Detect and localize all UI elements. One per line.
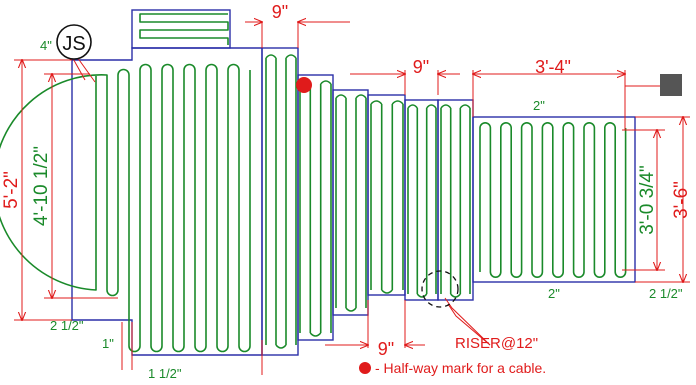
js-badge-label: JS [62, 33, 85, 55]
dim-left-4-10: 4'-10 1/2" [31, 146, 52, 226]
outline-right-room [472, 116, 636, 283]
dim-left-5-2: 5'-2" [1, 171, 22, 209]
spacing-2-half-left: 2 1/2" [50, 318, 84, 333]
outline-strip-1 [261, 47, 299, 356]
half-way-marker [296, 77, 312, 93]
dim-top-9: 9" [272, 2, 288, 22]
riser-label: RISER@12" [455, 335, 538, 352]
outline-strip-6 [437, 99, 474, 301]
cable-middle-strips [265, 54, 471, 349]
cable-right-room [479, 122, 627, 278]
thermostat-box [660, 74, 682, 96]
cable-top-nook [139, 13, 229, 45]
dim-mid-9: 9" [413, 57, 429, 77]
riser-circle [421, 270, 459, 308]
dim-3-4: 3'-4" [535, 57, 571, 77]
dimension-lines [14, 22, 690, 375]
legend-text: - Half-way mark for a cable. [375, 360, 546, 376]
outline-strip-3 [332, 89, 369, 316]
outline-strip-4 [367, 94, 406, 296]
outline-strip-2 [297, 74, 334, 341]
heating-cables [0, 13, 627, 353]
spacing-1in: 1" [102, 336, 114, 351]
spacing-4in: 4" [40, 38, 52, 53]
spacing-2in-top: 2" [533, 98, 545, 113]
outline-strip-5 [404, 99, 439, 301]
spacing-2-half-right: 2 1/2" [649, 286, 683, 301]
cable-left-room [0, 63, 251, 353]
spacing-1-half: 1 1/2" [148, 366, 182, 381]
legend-marker [359, 362, 371, 374]
dim-bottom-9: 9" [378, 339, 394, 359]
js-badge-circle [56, 24, 92, 60]
dim-right-3-6: 3'-6" [671, 181, 692, 219]
outline-top-nook [131, 9, 231, 49]
spacing-2in-bottom: 2" [548, 286, 560, 301]
room-outline [71, 9, 636, 356]
outline-left-room [71, 47, 263, 356]
dim-right-3-0: 3'-0 3/4" [637, 165, 658, 235]
